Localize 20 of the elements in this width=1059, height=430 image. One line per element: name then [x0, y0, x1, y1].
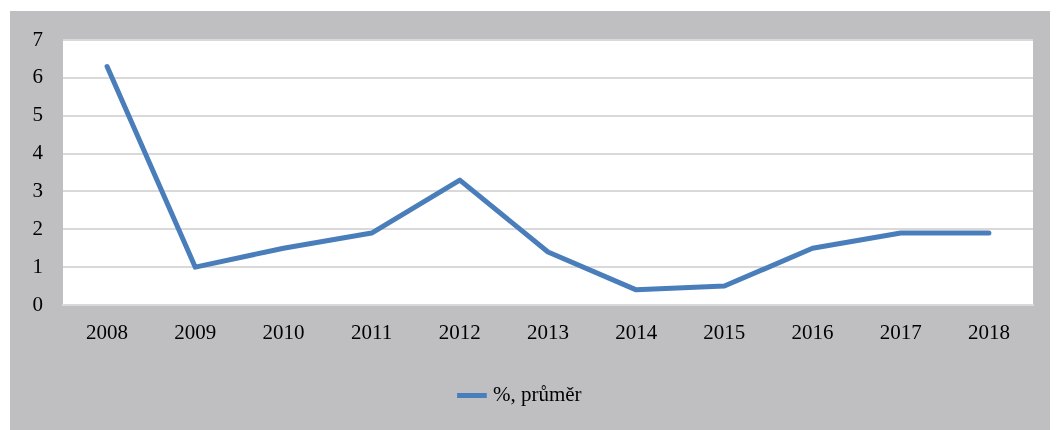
x-tick-label: 2011: [351, 320, 393, 345]
x-tick-label: 2015: [703, 320, 746, 345]
x-tick-label: 2008: [86, 320, 129, 345]
y-tick-label: 4: [32, 140, 44, 165]
y-tick-label: 3: [32, 177, 43, 202]
y-tick-label: 5: [32, 102, 43, 127]
y-tick-label: 1: [32, 253, 43, 278]
y-tick-label: 2: [32, 215, 43, 240]
x-tick-label: 2009: [174, 320, 217, 345]
x-tick-label: 2014: [615, 320, 658, 345]
x-tick-label: 2018: [967, 320, 1010, 345]
x-tick-label: 2013: [527, 320, 569, 345]
y-tick-label: 0: [32, 291, 43, 316]
x-tick-label: 2016: [791, 320, 834, 345]
x-tick-label: 2010: [262, 320, 305, 345]
y-tick-label: 7: [32, 26, 43, 51]
y-tick-label: 6: [32, 64, 43, 89]
legend-label: %, průměr: [492, 382, 582, 407]
x-tick-label: 2017: [879, 320, 922, 345]
x-tick-label: 2012: [438, 320, 481, 345]
